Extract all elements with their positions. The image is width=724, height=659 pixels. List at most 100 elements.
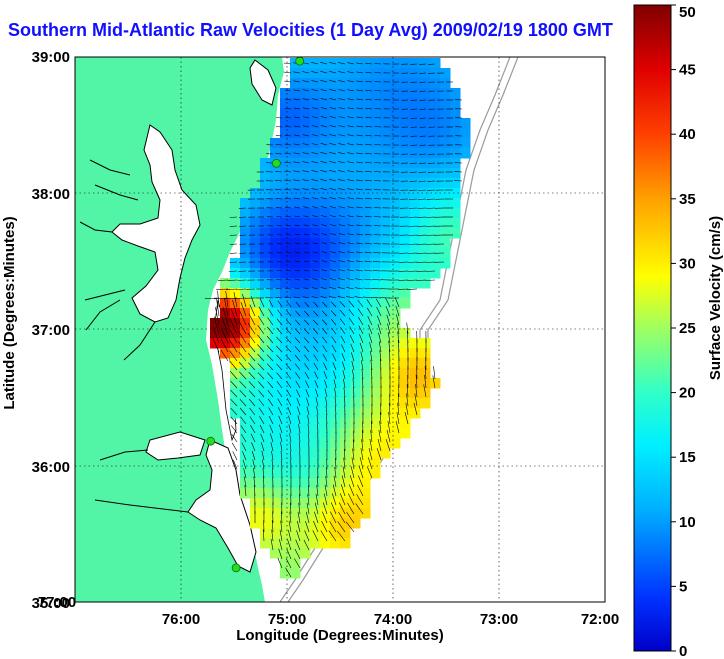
velocity-cell [390, 368, 401, 379]
velocity-vector [407, 261, 418, 263]
velocity-vector [376, 448, 382, 461]
velocity-cell [400, 128, 411, 139]
velocity-field [210, 58, 471, 579]
velocity-cell [390, 238, 401, 249]
velocity-vector [385, 439, 391, 452]
velocity-cell [290, 538, 301, 549]
velocity-vector [338, 188, 346, 191]
velocity-cell [280, 278, 291, 289]
velocity-cell [310, 438, 321, 449]
velocity-vector [289, 502, 292, 515]
velocity-vector [338, 260, 346, 263]
velocity-cell [390, 58, 401, 69]
velocity-cell [300, 78, 311, 89]
velocity-vector [302, 197, 310, 200]
velocity-cell [370, 118, 381, 129]
velocity-cell [270, 538, 281, 549]
velocity-vector [296, 389, 301, 398]
velocity-cell [340, 78, 351, 89]
velocity-cell [410, 218, 421, 229]
velocity-vector [387, 323, 391, 335]
velocity-cell [220, 328, 231, 339]
velocity-vector [329, 134, 337, 137]
velocity-cell [280, 378, 291, 389]
velocity-cell [390, 358, 401, 369]
velocity-vector [251, 450, 256, 461]
velocity-vector [320, 287, 328, 290]
velocity-vector [224, 298, 229, 317]
velocity-vector [253, 476, 256, 488]
velocity-vector [347, 125, 355, 128]
velocity-cell [240, 208, 251, 219]
velocity-vector [217, 290, 220, 308]
velocity-cell [410, 398, 421, 409]
velocity-cell [270, 468, 281, 479]
velocity-cell [280, 558, 291, 569]
velocity-cell [230, 288, 241, 299]
velocity-vector [347, 143, 355, 146]
velocity-cell [300, 328, 311, 339]
velocity-cell [410, 258, 421, 269]
velocity-cell [260, 508, 271, 519]
velocity-vector [307, 494, 310, 506]
velocity-cell [280, 358, 291, 369]
velocity-vector [333, 370, 337, 380]
velocity-vector [229, 371, 238, 380]
velocity-vector [259, 298, 265, 308]
velocity-cell [390, 88, 401, 99]
velocity-vector [329, 179, 337, 182]
velocity-cell [310, 118, 321, 129]
velocity-vector [302, 80, 310, 83]
velocity-vector [285, 328, 292, 335]
velocity-cell [340, 258, 351, 269]
y-tick-label: 38:00 [32, 186, 70, 203]
velocity-cell [300, 518, 311, 529]
velocity-cell [270, 378, 281, 389]
velocity-cell [230, 328, 241, 339]
velocity-vector [363, 287, 373, 290]
velocity-vector [315, 397, 319, 407]
velocity-cell [390, 288, 401, 299]
velocity-vector [284, 80, 292, 83]
velocity-vector [320, 530, 328, 542]
velocity-cell [250, 478, 261, 489]
map-grid [75, 57, 605, 602]
velocity-vector [230, 407, 238, 416]
velocity-cell [300, 438, 311, 449]
velocity-vector [361, 369, 364, 380]
velocity-vector [357, 484, 364, 497]
velocity-vector [365, 107, 373, 110]
velocity-vector [312, 215, 319, 218]
velocity-cell [440, 118, 451, 129]
velocity-vector [302, 161, 310, 164]
velocity-vector [365, 206, 373, 209]
velocity-cell [440, 88, 451, 99]
velocity-vector [240, 425, 247, 434]
velocity-vector [320, 188, 328, 191]
velocity-cell [310, 468, 321, 479]
velocity-vector [365, 62, 373, 65]
velocity-vector [286, 548, 292, 560]
velocity-cell [220, 348, 231, 359]
velocity-cell [320, 268, 331, 279]
velocity-vector [311, 206, 319, 209]
velocity-vector [320, 98, 328, 101]
velocity-vector [356, 143, 364, 146]
velocity-vector [374, 81, 382, 83]
velocity-vector [313, 362, 319, 371]
velocity-vector [215, 306, 220, 326]
velocity-cell [250, 388, 261, 399]
velocity-cell [350, 408, 361, 419]
velocity-cell [270, 298, 281, 309]
velocity-vector [404, 412, 409, 425]
velocity-cell [310, 418, 321, 429]
velocity-vector [341, 344, 346, 353]
velocity-vector [240, 301, 247, 317]
velocity-cell [350, 288, 361, 299]
velocity-cell [340, 58, 351, 69]
velocity-cell [330, 428, 341, 439]
velocity-cell [310, 108, 321, 119]
velocity-cell [390, 148, 401, 159]
velocity-vector [373, 198, 382, 200]
velocity-vector [331, 493, 337, 506]
